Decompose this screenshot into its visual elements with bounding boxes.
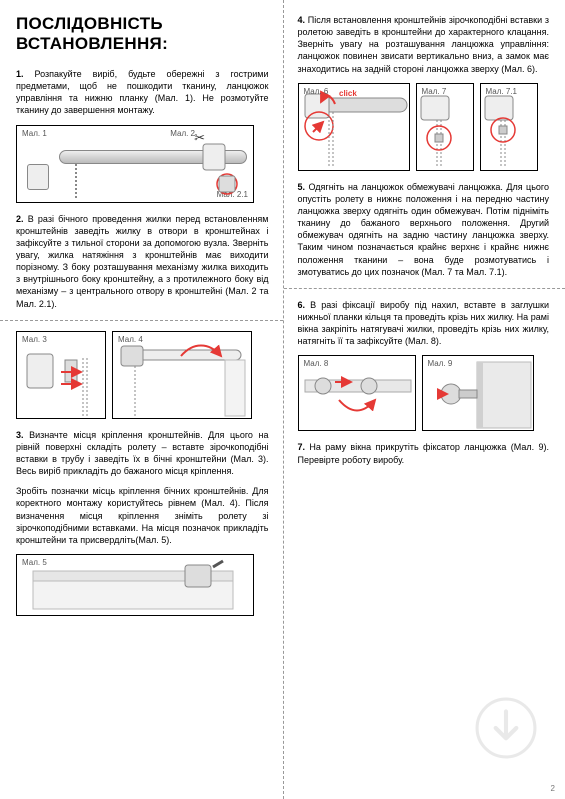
divider-right xyxy=(284,288,565,289)
left-column: Послідовність встановлення: 1. Розпакуйт… xyxy=(0,0,283,799)
watermark-icon xyxy=(475,697,537,759)
step-6-text: 6. В разі фіксації виробу під нахил, вст… xyxy=(298,299,550,348)
instruction-page: Послідовність встановлення: 1. Розпакуйт… xyxy=(0,0,565,799)
step-5-text: 5. Одягніть на ланцюжок обмежувачі ланцю… xyxy=(298,181,550,278)
bracket-illustration xyxy=(27,164,49,190)
detail-2-svg xyxy=(199,140,249,198)
figure-1-2: Мал. 1 Мал. 2 Мал. 2.1 ✂ xyxy=(16,125,254,203)
page-number: 2 xyxy=(551,784,555,793)
figure-row-6-7: Мал. 6 click Мал. 7 Мал. xyxy=(298,83,550,171)
fig6-svg: click xyxy=(299,84,411,172)
figure-3: Мал. 3 xyxy=(16,331,106,419)
step-7-text: 7. На раму вікна прикрутіть фіксатор лан… xyxy=(298,441,550,465)
figure-8: Мал. 8 xyxy=(298,355,416,431)
figure-row-3-4: Мал. 3 Мал. 4 xyxy=(16,331,269,419)
figure-4: Мал. 4 xyxy=(112,331,252,419)
figure-71: Мал. 7.1 xyxy=(480,83,538,171)
fig5-svg xyxy=(17,555,255,617)
fig-label-4: Мал. 4 xyxy=(118,335,143,344)
step-3b-text: Зробіть позначки місць кріплення бічних … xyxy=(16,485,269,546)
figure-row-8-9: Мал. 8 Мал. 9 xyxy=(298,355,550,431)
step-4-text: 4. Після встановлення кронштейнів зірочк… xyxy=(298,14,550,75)
fig-label-2: Мал. 2 xyxy=(170,129,195,138)
fig-label-5: Мал. 5 xyxy=(22,558,47,567)
page-title: Послідовність встановлення: xyxy=(16,14,269,54)
fig71-svg xyxy=(481,84,539,172)
fig-label-71: Мал. 7.1 xyxy=(486,87,517,96)
fig-label-1: Мал. 1 xyxy=(22,129,47,138)
fig3-svg xyxy=(17,332,107,420)
fig-label-9: Мал. 9 xyxy=(428,359,453,368)
divider-left xyxy=(0,320,283,321)
step-1-text: 1. Розпакуйте виріб, будьте обережні з г… xyxy=(16,68,269,117)
figure-7: Мал. 7 xyxy=(416,83,474,171)
step-2-text: 2. В разі бічного проведення жилки перед… xyxy=(16,213,269,310)
fig4-svg xyxy=(113,332,253,420)
figure-6: Мал. 6 click xyxy=(298,83,410,171)
fig-label-7: Мал. 7 xyxy=(422,87,447,96)
right-column: 4. Після встановлення кронштейнів зірочк… xyxy=(283,0,565,799)
click-label: click xyxy=(339,89,357,98)
fig-label-3: Мал. 3 xyxy=(22,335,47,344)
step-3a-text: 3. Визначте місця кріплення кронштейнів.… xyxy=(16,429,269,478)
fig-label-6: Мал. 6 xyxy=(304,87,329,96)
figure-5: Мал. 5 xyxy=(16,554,254,616)
chain-illustration xyxy=(75,164,77,198)
figure-9: Мал. 9 xyxy=(422,355,534,431)
fig-label-8: Мал. 8 xyxy=(304,359,329,368)
fig7-svg xyxy=(417,84,475,172)
